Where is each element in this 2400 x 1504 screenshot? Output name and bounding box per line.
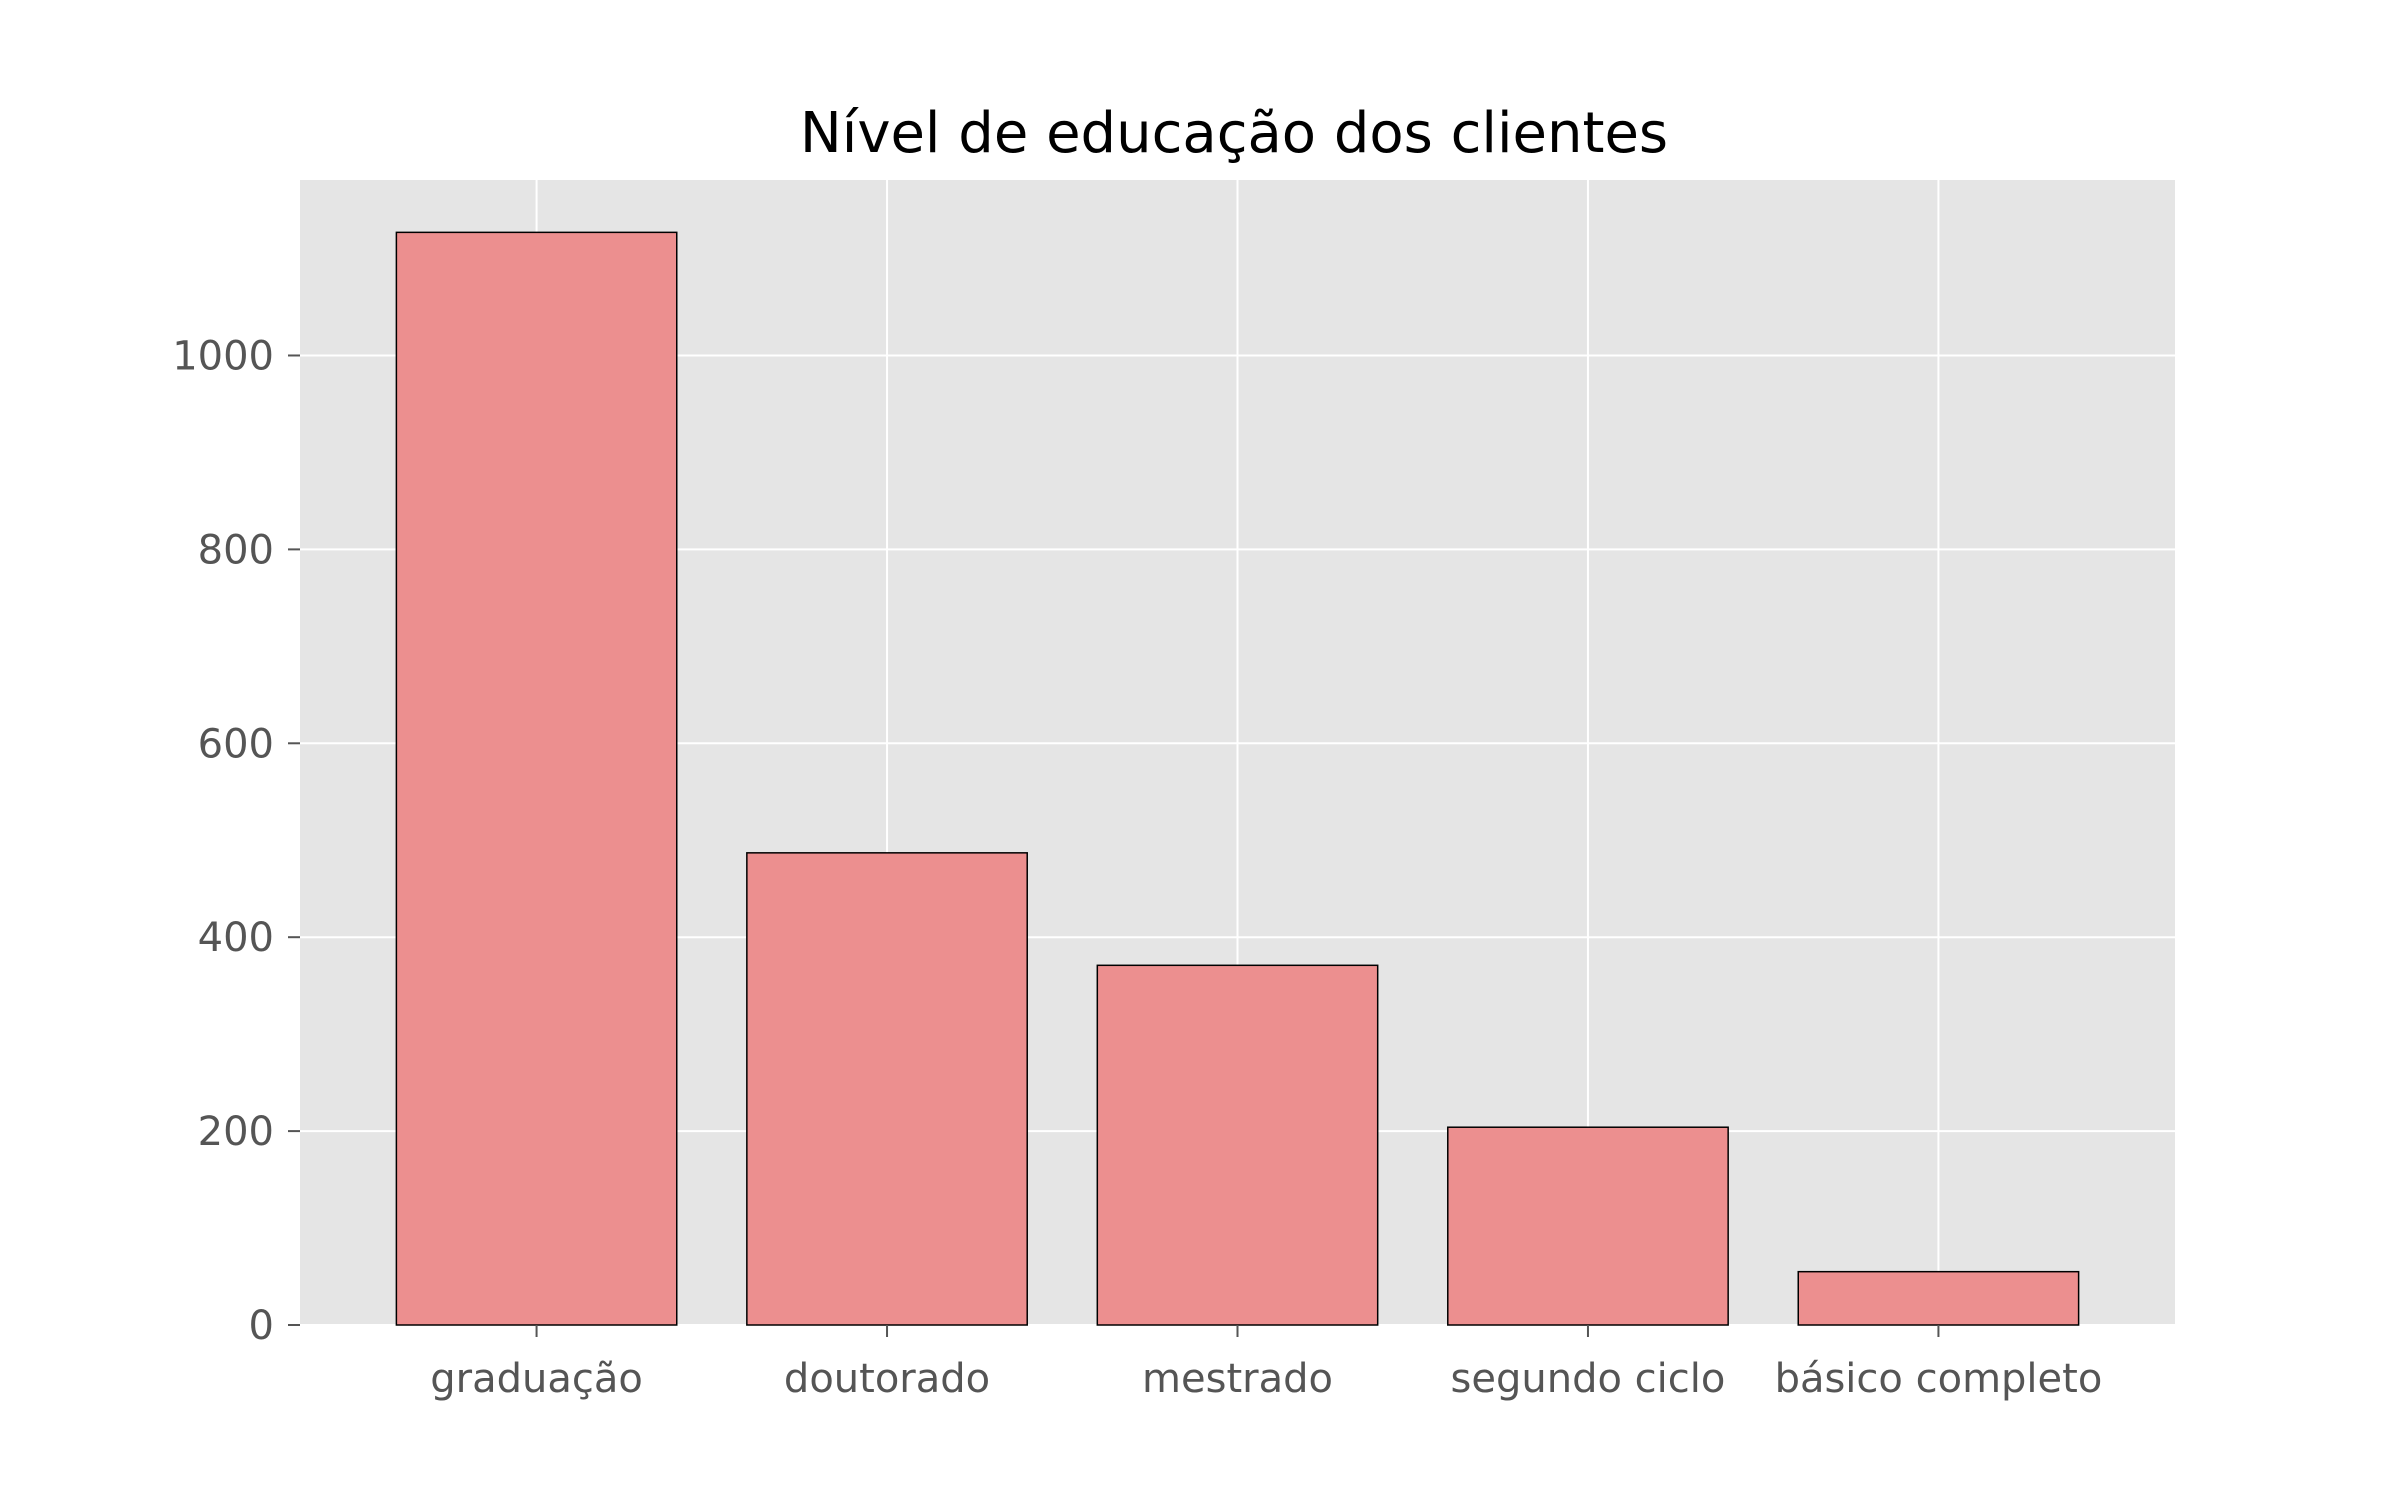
- x-tick-label: doutorado: [784, 1356, 990, 1402]
- y-tick-label: 800: [198, 527, 274, 573]
- chart-title: Nível de educação dos clientes: [800, 101, 1668, 166]
- y-tick-label: 1000: [172, 333, 274, 379]
- x-tick-label: mestrado: [1142, 1356, 1333, 1402]
- x-tick-label: graduação: [430, 1356, 643, 1402]
- bar-3: [1447, 1126, 1729, 1326]
- x-tick-label: segundo ciclo: [1451, 1356, 1726, 1402]
- bar-4: [1797, 1270, 2080, 1326]
- y-tick-label: 600: [198, 721, 274, 767]
- axis-ticks: [288, 354, 1940, 1337]
- x-tick-label: básico completo: [1775, 1356, 2103, 1402]
- bar-0: [395, 231, 678, 1326]
- y-tick-label: 200: [198, 1109, 274, 1155]
- axis-tick-labels: 0 200 400 600 800 1000 graduação doutorado mestr…: [172, 333, 2102, 1402]
- bar-1: [746, 852, 1028, 1326]
- bar-2: [1096, 964, 1379, 1326]
- bars: [395, 231, 2080, 1326]
- y-tick-label: 0: [249, 1303, 274, 1349]
- y-tick-label: 400: [198, 915, 274, 961]
